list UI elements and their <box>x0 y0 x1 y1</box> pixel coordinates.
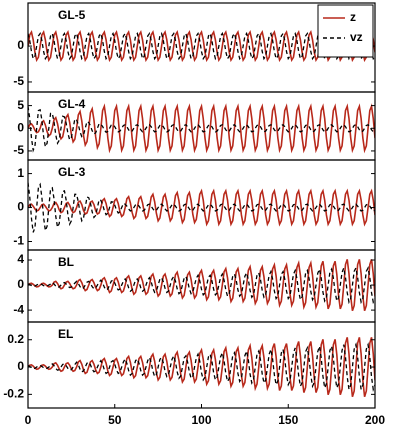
x-tick-label: 100 <box>191 413 211 427</box>
legend-label: vz <box>350 30 363 44</box>
legend-label: z <box>350 10 356 24</box>
y-tick-label: -0.2 <box>3 387 24 401</box>
series-line <box>28 31 375 61</box>
y-tick-label: 0 <box>17 38 24 52</box>
y-tick-label: 4 <box>17 252 24 266</box>
y-tick-label: -4 <box>13 302 24 316</box>
y-tick-label: 5 <box>17 98 24 112</box>
x-tick-label: 200 <box>365 413 385 427</box>
series-line <box>28 188 375 227</box>
y-tick-label: 0 <box>17 200 24 214</box>
panel-title: BL <box>58 255 74 269</box>
y-tick-label: -1 <box>13 234 24 248</box>
series-line <box>28 103 375 154</box>
axes-frame <box>27 321 376 409</box>
y-tick-label: 1 <box>17 166 24 180</box>
series-line <box>28 182 375 234</box>
legend-box <box>317 4 374 58</box>
series-line <box>28 29 375 63</box>
panel-title: EL <box>58 327 73 341</box>
series-line <box>28 337 375 398</box>
y-tick-label: -5 <box>13 143 24 157</box>
x-tick-label: 0 <box>25 413 32 427</box>
series-line <box>28 265 375 305</box>
panel-title: GL-3 <box>58 165 86 179</box>
panel-title: GL-4 <box>58 97 86 111</box>
series-line <box>28 106 375 153</box>
y-tick-label: 0.2 <box>7 332 24 346</box>
y-tick-label: 0 <box>17 359 24 373</box>
y-tick-label: 0 <box>17 277 24 291</box>
y-tick-label: 0 <box>17 120 24 134</box>
x-tick-label: 150 <box>278 413 298 427</box>
series-line <box>28 342 375 393</box>
x-tick-label: 50 <box>108 413 122 427</box>
series-line <box>28 259 375 311</box>
y-tick-label: -5 <box>13 74 24 88</box>
panel-title: GL-5 <box>58 8 86 22</box>
